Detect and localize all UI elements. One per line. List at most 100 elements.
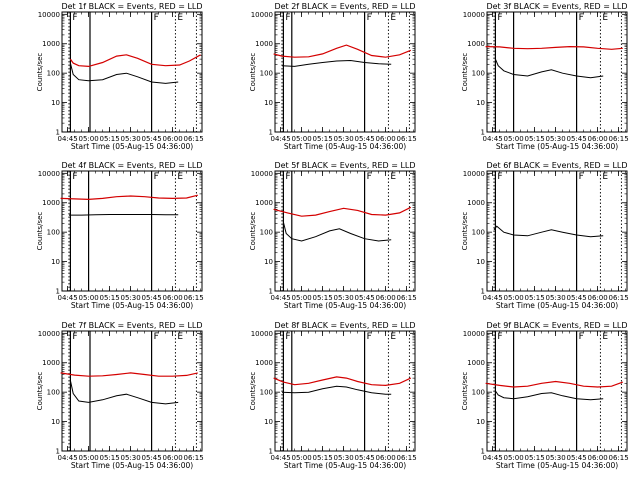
x-tick-label: 05:30 (121, 454, 141, 462)
x-tick-label: 06:15 (184, 294, 204, 302)
x-axis-label: Start Time (05-Aug-15 04:36:00) (496, 461, 618, 470)
panel-2: Det 2f BLACK = Events, RED = LLD 1 10 100 10… (249, 2, 417, 151)
y-axis-label: Counts/sec (36, 53, 44, 92)
marker-flag-label: F (367, 332, 372, 342)
x-tick-label: 06:15 (397, 135, 417, 143)
marker-flag-label: F (285, 332, 290, 342)
series-line (273, 376, 412, 387)
x-tick-label: 05:15 (313, 294, 333, 302)
y-axis-label: Counts/sec (36, 212, 44, 251)
y-tick-label: 1000 (467, 199, 485, 207)
y-tick-label: 10000 (463, 330, 485, 338)
x-tick-label: 05:15 (313, 454, 333, 462)
y-tick-label: 10000 (38, 11, 60, 19)
x-tick-label: 06:00 (588, 294, 608, 302)
x-tick-label: 05:00 (79, 294, 99, 302)
panel-6: Det 6f BLACK = Events, RED = LLD 1 10 100 10… (461, 161, 629, 310)
y-tick-label: 10 (264, 99, 273, 107)
x-tick-label: 05:15 (313, 135, 333, 143)
x-tick-label: 05:00 (504, 454, 524, 462)
x-tick-label: 06:00 (376, 294, 396, 302)
x-tick-label: 05:30 (121, 294, 141, 302)
x-tick-label: 05:15 (100, 294, 120, 302)
x-tick-label: 05:15 (100, 454, 120, 462)
marker-flag-label: F (579, 332, 584, 342)
y-axis-label: Counts/sec (249, 53, 257, 92)
x-axis-label: Start Time (05-Aug-15 04:36:00) (71, 142, 193, 151)
panel-9: Det 9f BLACK = Events, RED = LLD 1 10 100 10… (461, 321, 629, 470)
y-tick-label: 100 (260, 70, 273, 78)
plot-frame (61, 170, 203, 292)
marker-flag-label: F (285, 172, 290, 182)
x-tick-label: 05:15 (525, 135, 545, 143)
x-tick-label: 05:30 (334, 454, 354, 462)
x-tick-label: 06:15 (184, 135, 204, 143)
series-line (273, 206, 412, 217)
y-tick-label: 10 (476, 418, 485, 426)
x-axis-label: Start Time (05-Aug-15 04:36:00) (71, 301, 193, 310)
panel-4: Det 4f BLACK = Events, RED = LLD 1 10 100 10… (36, 161, 204, 310)
x-tick-label: 06:15 (184, 454, 204, 462)
marker-flag-label: E (602, 172, 608, 182)
marker-flag-label: E (390, 332, 396, 342)
y-tick-label: 10000 (251, 330, 273, 338)
marker-flag-label: F (154, 172, 159, 182)
y-tick-label: 1 (481, 288, 485, 296)
x-axis-label: Start Time (05-Aug-15 04:36:00) (496, 301, 618, 310)
x-tick-label: 05:15 (525, 294, 545, 302)
y-tick-label: 1000 (255, 359, 273, 367)
series-line (60, 194, 198, 201)
marker-flag-label: F (497, 332, 502, 342)
x-axis-label: Start Time (05-Aug-15 04:36:00) (284, 142, 406, 151)
y-tick-label: 1000 (467, 40, 485, 48)
x-axis-label: Start Time (05-Aug-15 04:36:00) (71, 461, 193, 470)
x-tick-label: 05:15 (525, 454, 545, 462)
y-tick-label: 1 (56, 448, 60, 456)
panel-5: Det 5f BLACK = Events, RED = LLD 1 10 100 10… (249, 161, 417, 310)
x-tick-label: 04:45 (271, 454, 291, 462)
series-line (494, 390, 604, 401)
x-tick-label: 04:45 (483, 135, 503, 143)
series-line (69, 54, 201, 68)
plot-frame (486, 11, 628, 133)
y-tick-label: 100 (47, 389, 60, 397)
x-tick-label: 05:30 (546, 135, 566, 143)
y-tick-label: 10000 (251, 11, 273, 19)
marker-flag-label: F (154, 332, 159, 342)
series-line (281, 59, 392, 67)
y-tick-label: 1 (269, 288, 273, 296)
y-axis-label: Counts/sec (249, 372, 257, 411)
y-tick-label: 1 (481, 129, 485, 137)
marker-flag-label: E (602, 13, 608, 23)
y-tick-label: 1000 (255, 199, 273, 207)
x-tick-label: 06:15 (397, 294, 417, 302)
panel-title: Det 8f BLACK = Events, RED = LLD (274, 321, 415, 330)
y-tick-label: 100 (260, 389, 273, 397)
y-axis-label: Counts/sec (249, 212, 257, 251)
panel-title: Det 6f BLACK = Events, RED = LLD (486, 161, 627, 170)
x-tick-label: 05:45 (142, 294, 162, 302)
x-tick-label: 06:00 (376, 454, 396, 462)
panel-title: Det 3f BLACK = Events, RED = LLD (486, 2, 627, 11)
marker-flag-label: E (390, 172, 396, 182)
x-tick-label: 05:00 (504, 294, 524, 302)
plot-frame (486, 330, 628, 452)
marker-flag-label: E (177, 172, 183, 182)
plot-frame (61, 330, 203, 452)
y-tick-label: 10000 (463, 170, 485, 178)
x-tick-label: 06:00 (588, 135, 608, 143)
panel-3: Det 3f BLACK = Events, RED = LLD 1 10 100 10… (461, 2, 629, 151)
x-axis-label: Start Time (05-Aug-15 04:36:00) (284, 301, 406, 310)
y-tick-label: 10 (51, 418, 60, 426)
y-tick-label: 10 (264, 418, 273, 426)
y-tick-label: 1 (481, 448, 485, 456)
x-tick-label: 05:00 (292, 294, 312, 302)
x-tick-label: 04:45 (271, 135, 291, 143)
marker-flag-label: F (367, 13, 372, 23)
panel-title: Det 1f BLACK = Events, RED = LLD (61, 2, 202, 11)
series-line (69, 380, 179, 405)
x-tick-label: 06:00 (588, 454, 608, 462)
y-tick-label: 1 (56, 288, 60, 296)
panel-8: Det 8f BLACK = Events, RED = LLD 1 10 100 10… (249, 321, 417, 470)
series-line (273, 44, 412, 58)
